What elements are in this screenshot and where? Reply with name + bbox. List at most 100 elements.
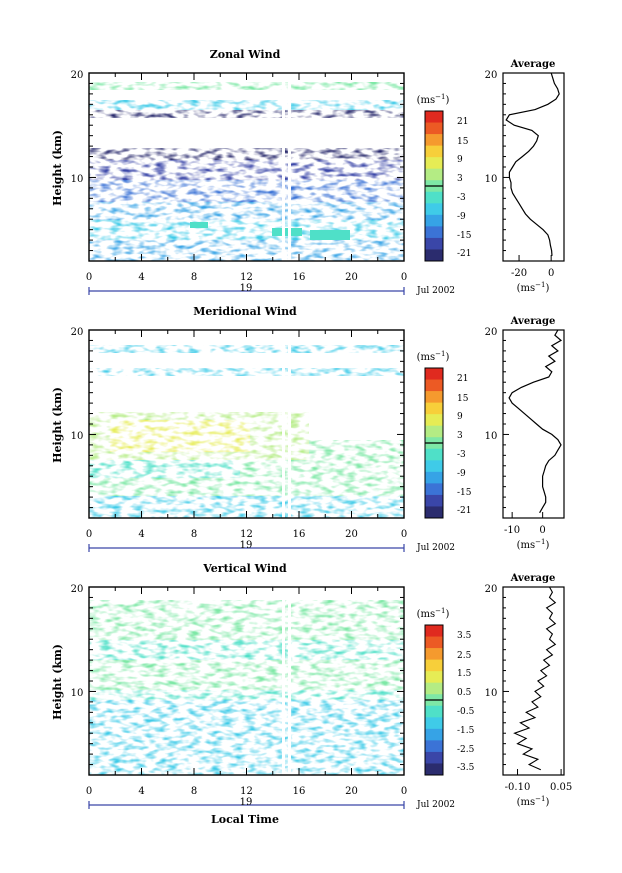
vertical-profile-frame	[502, 586, 565, 776]
zonal-colorbar-labels: 21 15 9 3 -3 -9 -15 -21	[457, 117, 472, 259]
vertical-cbar-label-m2.5: -2.5	[457, 745, 475, 755]
colorbar-swatch	[425, 237, 443, 250]
colorbar-swatch	[425, 625, 443, 638]
meridional-xtick-12: 12	[240, 529, 253, 540]
meridional-ylabel: Height (km)	[51, 387, 64, 463]
colorbar-swatch	[425, 249, 443, 262]
colorbar-swatch	[425, 460, 443, 473]
colorbar-swatch	[425, 226, 443, 239]
zonal-ylabel: Height (km)	[51, 130, 64, 206]
colorbar-swatch	[425, 728, 443, 741]
zonal-cbar-label-15: 15	[457, 137, 469, 147]
zonal-cbar-label-m9: -9	[457, 212, 466, 222]
vertical-cbar-label-1.5: 1.5	[457, 669, 472, 679]
zonal-xtick-16: 16	[293, 272, 306, 283]
vertical-cbar-label-m0.5: -0.5	[457, 707, 475, 717]
colorbar-swatch	[425, 471, 443, 484]
panel-meridional: Meridional Wind Height (km) 20 10 0 4 8 …	[51, 305, 565, 553]
meridional-title: Meridional Wind	[193, 305, 297, 318]
colorbar-swatch	[425, 379, 443, 392]
meridional-date-label: Jul 2002	[416, 543, 455, 553]
vertical-ytick-20: 20	[71, 584, 84, 595]
meridional-cbar-label-15: 15	[457, 394, 469, 404]
zonal-title: Zonal Wind	[210, 48, 281, 61]
meridional-profile-title: Average	[510, 316, 556, 327]
zonal-day-bar: 19	[88, 283, 405, 295]
zonal-ytick-10: 10	[71, 174, 84, 185]
colorbar-swatch	[425, 203, 443, 216]
zonal-profile-ytick-10: 10	[485, 174, 498, 185]
zonal-cbar-label-m21: -21	[457, 249, 472, 259]
meridional-field	[89, 332, 404, 518]
vertical-xlabel: Local Time	[211, 813, 279, 826]
zonal-profile-line	[505, 72, 560, 256]
zonal-cbar-label-m15: -15	[457, 231, 472, 241]
colorbar-swatch	[425, 111, 443, 124]
meridional-profile-frame	[502, 329, 565, 519]
vertical-xtick-0-end: 0	[401, 786, 407, 797]
vertical-day-bar: 19	[88, 797, 405, 809]
colorbar-swatch	[425, 494, 443, 507]
colorbar-swatch	[425, 705, 443, 718]
vertical-xtick-16: 16	[293, 786, 306, 797]
colorbar-swatch	[425, 134, 443, 147]
vertical-profile-ytick-20: 20	[485, 584, 498, 595]
vertical-cbar-label-m3.5: -3.5	[457, 763, 475, 773]
colorbar-swatch	[425, 483, 443, 496]
meridional-xtick-8: 8	[191, 529, 197, 540]
meridional-cbar-label-21: 21	[457, 374, 468, 384]
vertical-xtick-8: 8	[191, 786, 197, 797]
vertical-ylabel: Height (km)	[51, 644, 64, 720]
colorbar-swatch	[425, 763, 443, 776]
colorbar-swatch	[425, 671, 443, 684]
zonal-xtick-4: 4	[138, 272, 144, 283]
zonal-xtick-0: 0	[86, 272, 92, 283]
vertical-profile-title: Average	[510, 573, 556, 584]
colorbar-swatch	[425, 402, 443, 415]
meridional-xtick-4: 4	[138, 529, 144, 540]
vertical-profile-line	[513, 586, 557, 771]
meridional-profile-line	[508, 329, 563, 514]
colorbar-swatch	[425, 368, 443, 381]
zonal-xtick-12: 12	[240, 272, 253, 283]
zonal-cbar-label-9: 9	[457, 155, 463, 165]
zonal-xtick-20: 20	[345, 272, 358, 283]
meridional-profile-xtick-a: -10	[504, 525, 520, 536]
meridional-cbar-label-3: 3	[457, 431, 463, 441]
zonal-cbar-unit: (ms−1)	[417, 93, 450, 106]
colorbar-swatch	[425, 682, 443, 695]
colorbar-swatch	[425, 168, 443, 181]
zonal-field	[89, 75, 404, 261]
colorbar-swatch	[425, 425, 443, 438]
vertical-xtick-12: 12	[240, 786, 253, 797]
vertical-cbar-label-2.5: 2.5	[457, 651, 472, 661]
meridional-cbar-unit: (ms−1)	[417, 350, 450, 363]
meridional-profile-xtick-b: 0	[539, 525, 545, 536]
meridional-day-label: 19	[240, 540, 253, 551]
vertical-profile-ytick-10: 10	[485, 688, 498, 699]
vertical-profile-xtick-a: -0.10	[505, 782, 531, 793]
meridional-profile-unit: (ms−1)	[517, 538, 550, 551]
colorbar-swatch	[425, 214, 443, 227]
vertical-profile-ticks	[503, 586, 562, 776]
meridional-xtick-16: 16	[293, 529, 306, 540]
vertical-colorbar	[424, 624, 444, 776]
zonal-profile-xtick-b: 0	[548, 268, 554, 279]
panel-vertical: Vertical Wind Height (km) 20 10 0 4 8 12…	[51, 562, 572, 826]
panel-zonal: Zonal Wind Height (km) 20 10 0	[51, 48, 565, 296]
meridional-profile-ytick-10: 10	[485, 431, 498, 442]
vertical-day-label: 19	[240, 797, 253, 808]
meridional-ytick-20: 20	[71, 327, 84, 338]
vertical-profile-xtick-b: 0.05	[550, 782, 572, 793]
colorbar-swatch	[425, 751, 443, 764]
colorbar-swatch	[425, 659, 443, 672]
zonal-colorbar	[424, 110, 444, 262]
vertical-cbar-label-0.5: 0.5	[457, 688, 472, 698]
zonal-axis-ticks	[88, 72, 405, 262]
zonal-profile-unit: (ms−1)	[517, 281, 550, 294]
colorbar-swatch	[425, 191, 443, 204]
colorbar-swatch	[425, 157, 443, 170]
meridional-cbar-label-m9: -9	[457, 469, 466, 479]
vertical-field	[89, 589, 404, 775]
